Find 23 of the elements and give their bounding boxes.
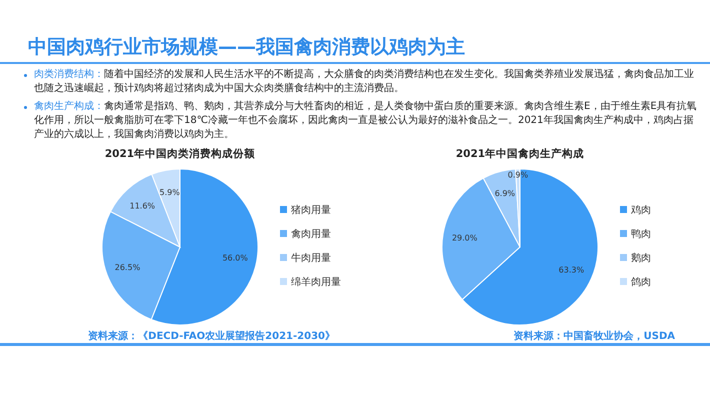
legend-label: 牛肉用量 (291, 252, 331, 264)
text: 中国肉鸡行业市场规模——我国禽肉消费以鸡肉为主 (28, 35, 465, 60)
data-label: 6.9% (494, 188, 516, 198)
data-label: 5.9% (159, 188, 180, 197)
legend-label: 鸡肉 (630, 205, 651, 216)
data-label: 63.3% (558, 266, 584, 275)
chart-title: 2021年中国禽肉生产构成 (456, 147, 584, 160)
data-label: 11.6% (130, 201, 156, 210)
text: 禽肉生产构成：禽肉通常是指鸡、鸭、鹅肉，其营养成分与大牲畜肉的相近，是人类食物中蛋白质的重要来源。禽肉含维生素E，由于维生素E具有抗氧化作用，所以一般禽脂肪可在零下18℃冷藏一年也不会腐坏，因此禽肉一直是被公认为最好的滋补食品之一。2021年我国禽肉生产构成中，鸡肉占据产业的六成以上，我国禽肉消费以鸡肉为主。 (33, 100, 698, 142)
legend-label: 禽肉用量 (291, 228, 331, 240)
legend-label: 鸽肉 (631, 276, 651, 288)
data-label: 26.5% (114, 262, 141, 272)
data-label: 0.9% (508, 170, 529, 180)
legend-label: 猪肉用量 (291, 204, 331, 216)
legend-label: 绵羊肉用量 (291, 276, 341, 288)
text: 肉类消费结构：随着中国经济的发展和人民生活水平的不断提高，大众膳食的肉类消费结构也在发生变化。我国禽类养殖业发展迅猛，禽肉食品加工业也随之迅速崛起，预计鸡肉将超过猪肉成为中国大众肉类膳食结构中的主流消费品。 (33, 68, 695, 96)
legend-label: 鸭肉 (631, 229, 651, 240)
legend-label: 鹅肉 (631, 252, 651, 264)
text: 资料来源：中国畜牧业协会，USDA (514, 330, 676, 342)
data-label: 56.0% (222, 254, 248, 263)
text: 资料来源：《DECD-FAO农业展望报告2021-2030》 (88, 330, 335, 342)
data-label: 29.0% (452, 233, 478, 242)
chart-title: 2021年中国肉类消费构成份额 (104, 147, 256, 160)
